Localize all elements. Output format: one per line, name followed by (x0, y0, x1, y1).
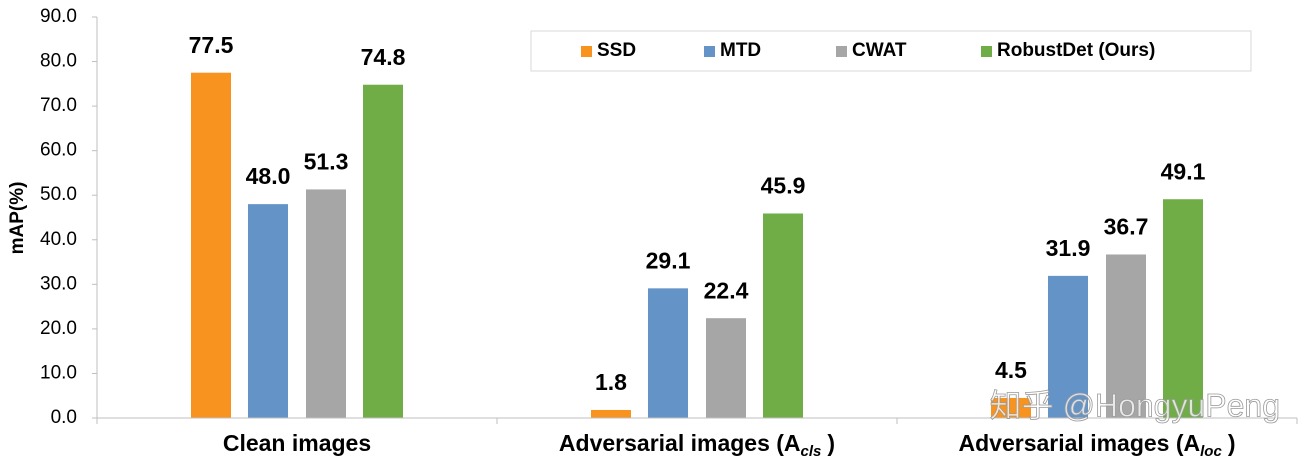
y-tick-label: 10.0 (40, 362, 77, 383)
bar (306, 189, 346, 418)
bar (1048, 275, 1088, 418)
bar (191, 72, 231, 418)
bar (363, 84, 403, 419)
y-axis-label: mAP(%) (7, 182, 28, 255)
x-tick-label-text: Clean images (223, 430, 371, 456)
legend-swatch (704, 46, 715, 57)
watermark: 知乎 @HongyuPeng (990, 387, 1280, 423)
legend-label: CWAT (852, 40, 907, 61)
bar (591, 409, 631, 418)
y-tick-label: 80.0 (40, 51, 77, 72)
x-tick-label-sub: cls (801, 443, 822, 460)
value-label: 51.3 (304, 149, 349, 175)
legend-label: MTD (720, 40, 761, 61)
x-tick-label-sub: loc (1200, 443, 1222, 460)
legend-swatch (581, 46, 592, 57)
x-tick-label-tail: ) (827, 430, 835, 456)
y-tick-label: 60.0 (40, 140, 77, 161)
bar (648, 288, 688, 418)
bar (1163, 199, 1203, 418)
x-tick-label-text: Adversarial images (A (559, 430, 801, 456)
y-tick-label: 90.0 (40, 6, 77, 27)
x-tick-label-text: Adversarial images (A (959, 430, 1201, 456)
bar (763, 213, 803, 418)
legend-label: RobustDet (Ours) (997, 40, 1155, 61)
x-tick-label: Adversarial images (Acls) (559, 430, 835, 460)
bar (248, 204, 288, 418)
value-label: 36.7 (1104, 214, 1149, 240)
value-label: 45.9 (761, 173, 806, 199)
y-tick-label: 50.0 (40, 184, 77, 205)
value-label: 74.8 (361, 44, 406, 70)
legend-box (530, 30, 1252, 72)
value-label: 4.5 (995, 357, 1027, 383)
x-tick-label: Clean images (223, 430, 371, 456)
legend-swatch (981, 46, 992, 57)
y-tick-label: 70.0 (40, 95, 77, 116)
y-tick-label: 40.0 (40, 229, 77, 250)
value-label: 29.1 (646, 247, 691, 273)
x-tick-label: Adversarial images (Aloc) (959, 430, 1236, 460)
value-label: 49.1 (1161, 158, 1206, 184)
y-tick-label: 0.0 (51, 407, 77, 428)
y-tick-label: 30.0 (40, 273, 77, 294)
value-label: 1.8 (595, 369, 627, 395)
value-label: 48.0 (246, 163, 291, 189)
bar (1106, 254, 1146, 418)
y-tick-label: 20.0 (40, 318, 77, 339)
bar (706, 318, 746, 418)
bar (991, 397, 1031, 418)
value-label: 22.4 (704, 277, 749, 303)
legend-label: SSD (597, 40, 636, 61)
value-label: 77.5 (189, 32, 234, 58)
value-label: 31.9 (1046, 235, 1091, 261)
x-tick-label-tail: ) (1228, 430, 1236, 456)
legend-swatch (836, 46, 847, 57)
